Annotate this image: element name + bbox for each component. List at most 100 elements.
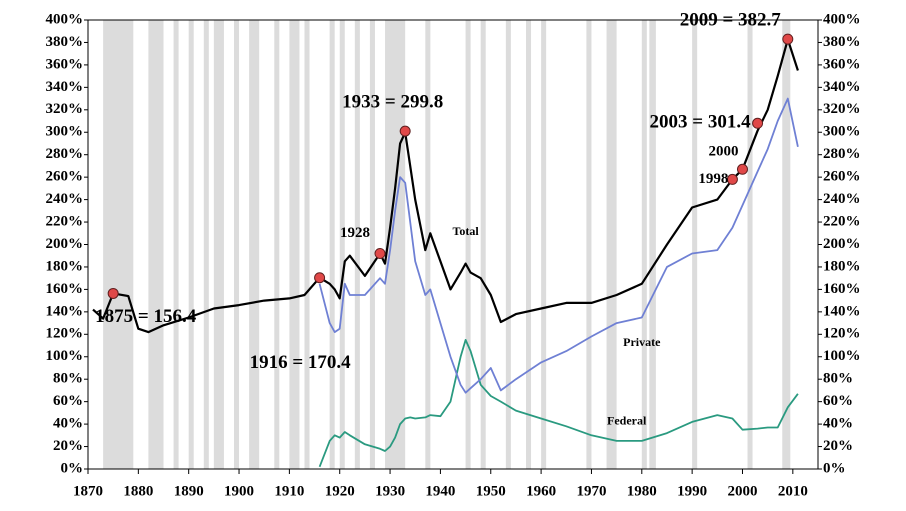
y2-tick-label: 60%	[823, 393, 853, 409]
x-tick-label: 1960	[526, 483, 556, 499]
x-tick-label: 1920	[325, 483, 355, 499]
y-tick-label: 360%	[46, 56, 84, 72]
annotation-marker	[736, 163, 748, 175]
recession-band	[465, 20, 471, 469]
recession-band	[329, 20, 335, 469]
y2-tick-label: 400%	[823, 11, 861, 27]
y2-tick-label: 140%	[823, 303, 861, 319]
y2-tick-label: 100%	[823, 348, 861, 364]
x-tick-label: 1870	[73, 483, 103, 499]
recession-band	[289, 20, 300, 469]
y2-tick-label: 20%	[823, 438, 853, 454]
annotation-marker	[399, 125, 411, 137]
recession-band	[692, 20, 698, 469]
y-tick-label: 240%	[46, 191, 84, 207]
y2-tick-label: 320%	[823, 101, 861, 117]
recession-band	[369, 20, 375, 469]
recession-band	[541, 20, 547, 469]
y2-tick-label: 0%	[823, 460, 846, 476]
x-tick-label: 1980	[627, 483, 657, 499]
recession-band	[505, 20, 511, 469]
x-tick-label: 1940	[425, 483, 455, 499]
annotation-label: 1928	[340, 225, 370, 241]
y-tick-label: 40%	[53, 416, 83, 432]
x-tick-label: 1930	[375, 483, 405, 499]
recession-band	[782, 20, 791, 469]
annotation-marker	[726, 173, 738, 185]
recession-band	[641, 20, 647, 469]
annotation-marker	[752, 117, 764, 129]
annotation-label: 2009 = 382.7	[680, 9, 782, 30]
x-tick-label: 1890	[174, 483, 204, 499]
y-tick-label: 160%	[46, 281, 84, 297]
y-tick-label: 300%	[46, 124, 84, 140]
series-label: Private	[623, 335, 661, 349]
annotation-marker	[107, 287, 119, 299]
x-tick-label: 2000	[727, 483, 757, 499]
recession-band	[148, 20, 164, 469]
plot-frame	[87, 19, 819, 470]
recession-band	[354, 20, 360, 469]
recession-band	[649, 20, 656, 469]
recession-band	[234, 20, 240, 469]
y-tick-label: 340%	[46, 79, 84, 95]
y2-tick-label: 120%	[823, 326, 861, 342]
annotation-label: 1916 = 170.4	[250, 352, 352, 373]
annotation-label: 1933 = 299.8	[342, 91, 443, 112]
y-tick-label: 260%	[46, 169, 84, 185]
y-tick-label: 60%	[53, 393, 83, 409]
y2-tick-label: 360%	[823, 56, 861, 72]
y-tick-label: 100%	[46, 348, 84, 364]
x-tick-label: 2010	[778, 483, 808, 499]
annotation-marker	[314, 272, 326, 284]
series-line	[92, 38, 799, 334]
y-tick-label: 180%	[46, 258, 84, 274]
annotation-marker	[782, 33, 794, 45]
y-tick-label: 320%	[46, 101, 84, 117]
y2-tick-label: 300%	[823, 124, 861, 140]
y2-tick-label: 280%	[823, 146, 861, 162]
y-tick-label: 0%	[61, 460, 84, 476]
y2-tick-label: 160%	[823, 281, 861, 297]
y-tick-label: 200%	[46, 236, 84, 252]
x-tick-label: 1990	[677, 483, 707, 499]
x-tick-label: 1900	[224, 483, 254, 499]
recession-band	[103, 20, 134, 469]
x-tick-label: 1950	[476, 483, 506, 499]
annotation-label: 1875 = 156.4	[95, 306, 197, 327]
y-tick-label: 280%	[46, 146, 84, 162]
x-tick-label: 1910	[274, 483, 304, 499]
recession-band	[480, 20, 486, 469]
y2-tick-label: 40%	[823, 416, 853, 432]
recession-band	[339, 20, 345, 469]
recession-band	[586, 20, 592, 469]
recession-band	[526, 20, 532, 469]
recession-band	[173, 20, 179, 469]
series-label: Total	[452, 224, 479, 238]
y2-tick-label: 240%	[823, 191, 861, 207]
y2-tick-label: 200%	[823, 236, 861, 252]
annotation-label: 2000	[708, 144, 738, 160]
recession-band	[188, 20, 194, 469]
y2-tick-label: 80%	[823, 371, 853, 387]
annotation-marker	[374, 247, 386, 259]
series-line	[318, 97, 799, 394]
x-tick-label: 1880	[123, 483, 153, 499]
y-tick-label: 380%	[46, 34, 84, 50]
recession-band	[213, 20, 224, 469]
series-line	[318, 339, 799, 468]
y-tick-label: 400%	[46, 11, 84, 27]
y2-tick-label: 260%	[823, 169, 861, 185]
y-tick-label: 140%	[46, 303, 84, 319]
y-tick-label: 80%	[53, 371, 83, 387]
y-tick-label: 220%	[46, 213, 84, 229]
y2-tick-label: 180%	[823, 258, 861, 274]
y-tick-label: 120%	[46, 326, 84, 342]
x-tick-label: 1970	[576, 483, 606, 499]
y-tick-label: 20%	[53, 438, 83, 454]
y2-tick-label: 340%	[823, 79, 861, 95]
recession-band	[606, 20, 617, 469]
annotation-label: 2003 = 301.4	[650, 112, 752, 133]
recession-band	[203, 20, 209, 469]
